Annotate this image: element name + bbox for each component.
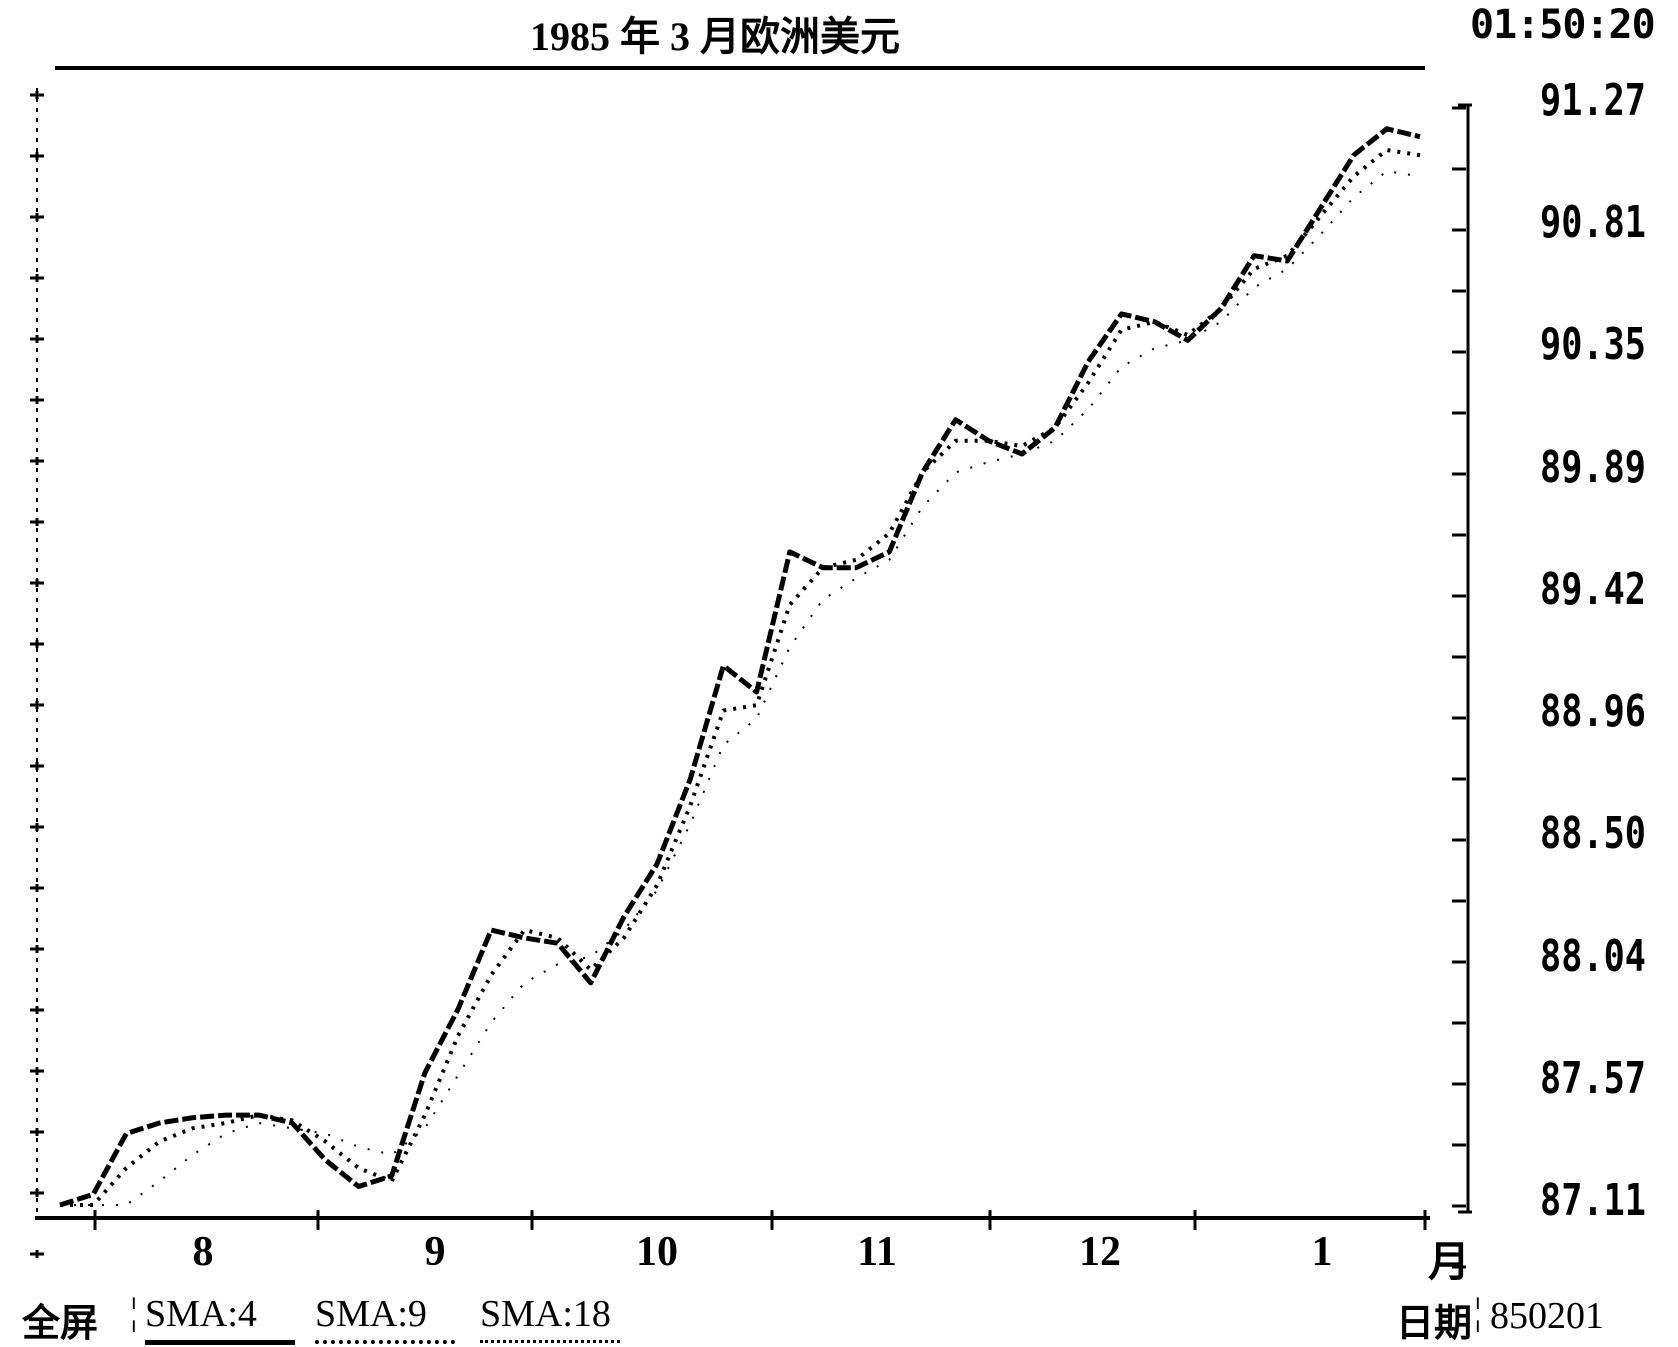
series-line-sma-4 bbox=[59, 126, 1421, 1208]
legend-swatch bbox=[145, 1340, 295, 1345]
legend-item-sma-9[interactable]: SMA:9 bbox=[315, 1293, 427, 1335]
y-tick-label: 88.04 bbox=[1540, 930, 1646, 982]
chart-axes bbox=[30, 66, 1472, 1269]
date-label: 日期 bbox=[1396, 1303, 1473, 1345]
legend-swatch bbox=[480, 1340, 620, 1343]
x-tick-label: 11 bbox=[857, 1229, 897, 1275]
date-separator: ¦ bbox=[1474, 1291, 1482, 1333]
chart-title: 1985 年 3 月欧洲美元 bbox=[530, 14, 900, 59]
legend-item-sma-18[interactable]: SMA:18 bbox=[480, 1293, 611, 1335]
x-tick-label: 8 bbox=[192, 1229, 214, 1275]
fullscreen-button[interactable]: 全屏 bbox=[22, 1303, 99, 1345]
y-tick-label: 90.81 bbox=[1540, 197, 1646, 249]
clock-time: 01:50:20 bbox=[1470, 2, 1656, 48]
y-tick-label: 91.27 bbox=[1540, 75, 1646, 126]
legend-swatch bbox=[315, 1340, 455, 1344]
x-tick-label: 9 bbox=[424, 1229, 446, 1275]
x-tick-label: 12 bbox=[1079, 1229, 1121, 1275]
date-value: 850201 bbox=[1490, 1295, 1604, 1337]
y-tick-label: 87.11 bbox=[1540, 1175, 1646, 1226]
x-tick-label: 10 bbox=[636, 1229, 678, 1275]
y-tick-label: 88.96 bbox=[1540, 686, 1646, 738]
y-tick-label: 89.89 bbox=[1540, 441, 1646, 493]
y-tick-label: 87.57 bbox=[1540, 1052, 1646, 1104]
series-line-sma-18 bbox=[60, 170, 1421, 1206]
legend-item-sma-4[interactable]: SMA:4 bbox=[145, 1293, 257, 1335]
x-tick-label: 1 bbox=[1311, 1229, 1333, 1275]
y-tick-label: 90.35 bbox=[1540, 319, 1646, 371]
legend-separator: ¦ bbox=[130, 1291, 138, 1333]
series-layer bbox=[59, 126, 1421, 1208]
x-unit-label: 月 bbox=[1428, 1240, 1471, 1286]
y-tick-label: 88.50 bbox=[1540, 808, 1646, 860]
y-tick-label: 89.42 bbox=[1540, 563, 1646, 615]
series-line-sma-9 bbox=[60, 148, 1421, 1207]
